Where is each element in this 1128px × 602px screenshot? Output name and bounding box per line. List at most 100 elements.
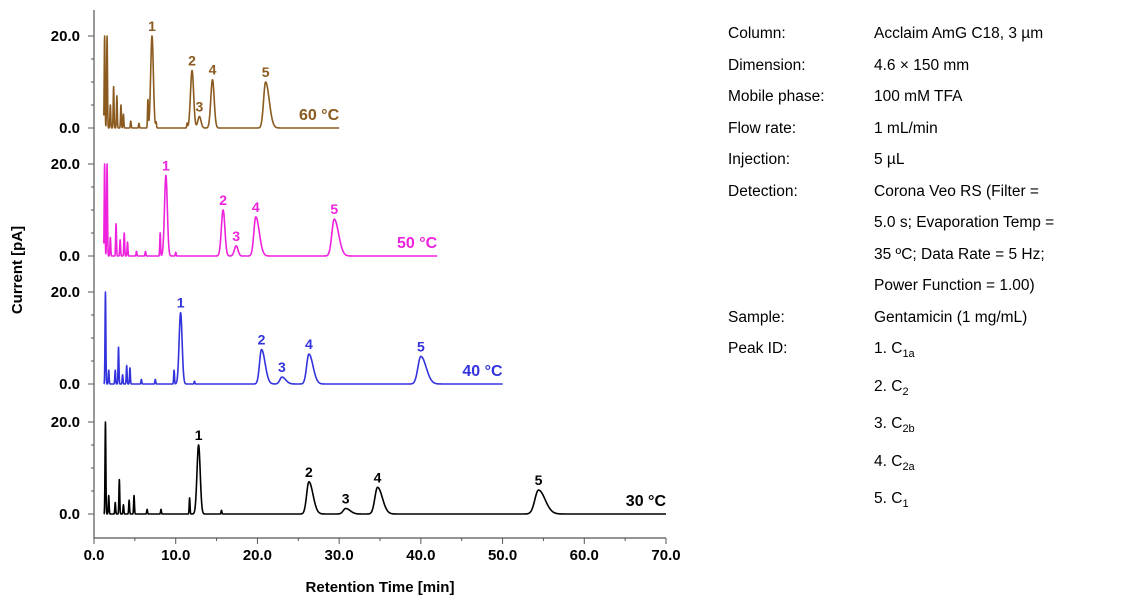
peak-id-number: 2. C: [874, 377, 903, 395]
info-label: Detection:: [728, 182, 798, 200]
peak-id-item: 1. C1a: [874, 333, 1124, 371]
peak-label: 4: [209, 62, 217, 78]
temperature-label: 40 °C: [462, 363, 503, 380]
info-row: Sample: Gentamicin (1 mg/mL): [728, 302, 1124, 334]
peak-label: 4: [305, 336, 313, 352]
temperature-label: 50 °C: [397, 235, 438, 252]
info-value-line: 1 mL/min: [874, 119, 938, 137]
peak-id-subscript: 2: [902, 385, 909, 398]
x-tick-label: 20.0: [243, 547, 272, 564]
info-row: Column: Acclaim AmG C18, 3 µm: [728, 18, 1124, 50]
info-value-line: Acclaim AmG C18, 3 µm: [874, 25, 1044, 42]
peak-id-subscript: 2b: [902, 423, 915, 436]
peak-label: 5: [535, 472, 543, 488]
method-info-panel: Column: Acclaim AmG C18, 3 µm Dimension: 4.…: [728, 18, 1124, 521]
info-label: Peak ID:: [728, 340, 788, 357]
x-tick-label: 50.0: [488, 547, 517, 564]
peak-id-item: 3. C2b: [874, 408, 1124, 446]
peak-label: 3: [232, 228, 240, 244]
info-row: Dimension: 4.6 × 150 mm: [728, 50, 1124, 82]
y-tick-label: 0.0: [59, 120, 80, 137]
peak-label: 5: [330, 201, 338, 217]
info-value-line: 5.0 s; Evaporation Temp =: [874, 214, 1055, 231]
x-tick-label: 10.0: [161, 547, 190, 564]
info-value-line: 35 ºC; Data Rate = 5 Hz;: [874, 245, 1045, 263]
y-tick-label: 0.0: [59, 376, 80, 393]
info-label: Injection:: [728, 151, 791, 168]
trace-50C: [103, 163, 438, 257]
info-value-line: Corona Veo RS (Filter =: [874, 182, 1039, 200]
peak-id-item: 5. C1: [874, 483, 1124, 521]
traces: [103, 35, 667, 515]
temperature-label: 60 °C: [299, 107, 340, 124]
peak-label: 1: [177, 295, 185, 311]
info-label: Flow rate:: [728, 119, 797, 137]
info-value: 1. C1a 2. C2 3. C2b 4. C2a 5. C1: [874, 333, 1124, 521]
info-value: 4.6 × 150 mm: [874, 50, 1124, 82]
peak-label: 2: [305, 464, 313, 480]
peak-id-number: 3. C: [874, 415, 903, 433]
info-label: Column:: [728, 25, 786, 42]
peak-id-subscript: 1a: [902, 348, 915, 361]
chromatogram-chart: 0.0 10.0 20.0 30.0 40.0 50.0 60.0 70.00.020.00.…: [9, 10, 681, 596]
temperature-label: 30 °C: [626, 493, 667, 510]
info-row: Injection: 5 µL: [728, 144, 1124, 176]
info-label: Mobile phase:: [728, 88, 825, 105]
x-tick-label: 0.0: [84, 547, 105, 564]
info-row: Flow rate: 1 mL/min: [728, 113, 1124, 145]
peak-label: 5: [262, 64, 270, 80]
y-tick-label: 20.0: [51, 284, 80, 301]
peak-label: 3: [196, 99, 204, 115]
peak-label: 4: [374, 469, 382, 485]
info-value-line: Gentamicin (1 mg/mL): [874, 308, 1028, 326]
info-row: Peak ID: 1. C1a 2. C2 3. C2b 4. C2a 5. C1: [728, 333, 1124, 521]
peak-id-number: 5. C: [874, 490, 903, 508]
peak-label: 2: [219, 192, 227, 208]
y-tick-label: 20.0: [51, 28, 80, 45]
peak-id-item: 2. C2: [874, 371, 1124, 409]
info-label: Sample:: [728, 308, 785, 326]
peak-id-number: 1. C: [874, 340, 903, 357]
y-tick-label: 0.0: [59, 506, 80, 523]
x-tick-label: 70.0: [651, 547, 680, 564]
x-tick-label: 40.0: [406, 547, 435, 564]
peak-id-subscript: 1: [902, 498, 909, 511]
trace-30C: [103, 421, 667, 515]
x-axis-title: Retention Time [min]: [306, 579, 455, 596]
info-value: 1 mL/min: [874, 113, 1124, 145]
x-tick-label: 60.0: [570, 547, 599, 564]
info-value: Acclaim AmG C18, 3 µm: [874, 18, 1124, 50]
info-value: 100 mM TFA: [874, 81, 1124, 113]
peak-label: 2: [258, 332, 266, 348]
peak-label: 5: [417, 338, 425, 354]
info-value-line: 100 mM TFA: [874, 88, 963, 105]
peak-label: 4: [252, 199, 260, 215]
peak-label: 3: [278, 359, 286, 375]
info-value: Gentamicin (1 mg/mL): [874, 302, 1124, 334]
info-label: Dimension:: [728, 56, 806, 74]
peak-label: 1: [148, 18, 156, 34]
peak-label: 1: [195, 427, 203, 443]
peak-label: 3: [342, 490, 350, 506]
peak-id-number: 4. C: [874, 452, 903, 470]
info-row: Mobile phase: 100 mM TFA: [728, 81, 1124, 113]
info-row: Detection: Corona Veo RS (Filter = 5.0 s; …: [728, 176, 1124, 302]
y-tick-label: 20.0: [51, 156, 80, 173]
info-value: 5 µL: [874, 144, 1124, 176]
y-axis-title: Current [pA]: [9, 226, 26, 314]
x-tick-label: 30.0: [325, 547, 354, 564]
peak-id-subscript: 2a: [902, 460, 915, 473]
y-tick-label: 0.0: [59, 248, 80, 265]
y-tick-label: 20.0: [51, 414, 80, 431]
trace-40C: [103, 291, 504, 385]
peak-id-item: 4. C2a: [874, 446, 1124, 484]
peak-label: 1: [162, 158, 170, 174]
info-value-line: 4.6 × 150 mm: [874, 56, 970, 74]
info-value-line: Power Function = 1.00): [874, 277, 1035, 294]
peak-label: 2: [188, 53, 196, 69]
info-value-line: 5 µL: [874, 151, 905, 168]
info-value: Corona Veo RS (Filter = 5.0 s; Evaporatio…: [874, 176, 1124, 302]
axes: 0.0 10.0 20.0 30.0 40.0 50.0 60.0 70.00.020.00.…: [51, 10, 681, 564]
trace-60C: [103, 35, 340, 129]
